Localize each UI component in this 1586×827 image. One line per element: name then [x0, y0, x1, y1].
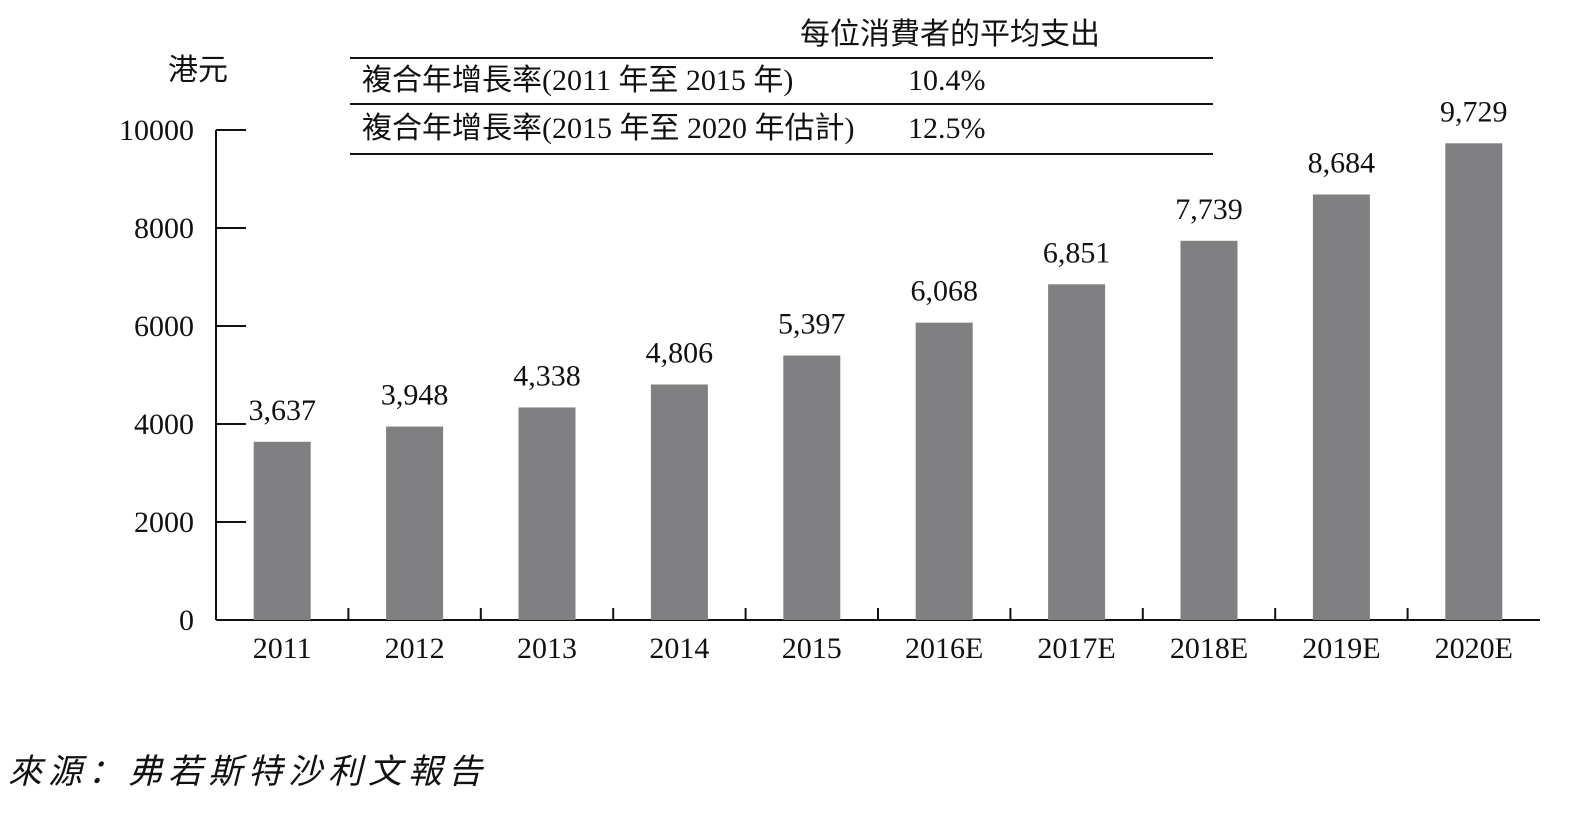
data-label: 7,739 — [1175, 193, 1243, 226]
data-label: 4,338 — [513, 359, 581, 392]
bar — [1180, 240, 1238, 620]
bar — [1445, 143, 1503, 621]
cagr-row-1-value: 10.4% — [908, 64, 986, 97]
data-label: 6,068 — [910, 275, 978, 308]
data-label: 9,729 — [1440, 95, 1508, 128]
x-tick-label: 2019E — [1302, 632, 1380, 665]
y-tick-label: 10000 — [119, 114, 194, 147]
data-label: 6,851 — [1043, 236, 1111, 269]
x-tick-label: 2011 — [253, 632, 312, 665]
cagr-table: 每位消費者的平均支出 複合年增長率(2011 年至 2015 年) 10.4% … — [350, 18, 1213, 155]
cagr-row-2-label: 複合年增長率(2015 年至 2020 年估計) — [362, 112, 854, 145]
chart-title: 每位消費者的平均支出 — [800, 18, 1100, 51]
y-tick-label: 0 — [179, 604, 194, 637]
y-tick-label: 4000 — [134, 408, 194, 441]
axes: 0 2000 4000 6000 8000 10000 — [119, 114, 1540, 637]
bar — [386, 426, 444, 620]
cagr-row-2-value: 12.5% — [908, 112, 986, 145]
x-tick-label: 2020E — [1435, 632, 1513, 665]
x-tick-label: 2018E — [1170, 632, 1248, 665]
x-tick-label: 2013 — [517, 632, 577, 665]
x-tick-label: 2012 — [385, 632, 445, 665]
bar — [650, 384, 708, 620]
bar — [518, 407, 576, 620]
data-label: 5,397 — [778, 308, 846, 341]
data-label: 4,806 — [646, 337, 714, 370]
bar — [253, 441, 311, 620]
y-axis-label: 港元 — [168, 54, 228, 87]
x-tick-label: 2015 — [782, 632, 842, 665]
data-label: 3,637 — [248, 394, 316, 427]
bar — [1048, 284, 1106, 620]
data-label: 8,684 — [1308, 146, 1376, 179]
bar — [1312, 194, 1370, 620]
bar-chart: 每位消費者的平均支出 複合年增長率(2011 年至 2015 年) 10.4% … — [119, 18, 1540, 665]
x-tick-label: 2016E — [905, 632, 983, 665]
x-tick-label: 2017E — [1037, 632, 1115, 665]
source-note: 來源：弗若斯特沙利文報告 — [8, 752, 488, 792]
y-tick-label: 6000 — [134, 310, 194, 343]
bars: 3,637 2011 3,948 2012 4,338 2013 4,806 2014 5,39… — [248, 95, 1513, 665]
y-tick-label: 2000 — [134, 506, 194, 539]
y-tick-label: 8000 — [134, 212, 194, 245]
x-tick-label: 2014 — [649, 632, 709, 665]
data-label: 3,948 — [381, 379, 449, 412]
bar — [783, 355, 841, 620]
cagr-row-1-label: 複合年增長率(2011 年至 2015 年) — [362, 64, 793, 97]
bar — [915, 322, 973, 620]
